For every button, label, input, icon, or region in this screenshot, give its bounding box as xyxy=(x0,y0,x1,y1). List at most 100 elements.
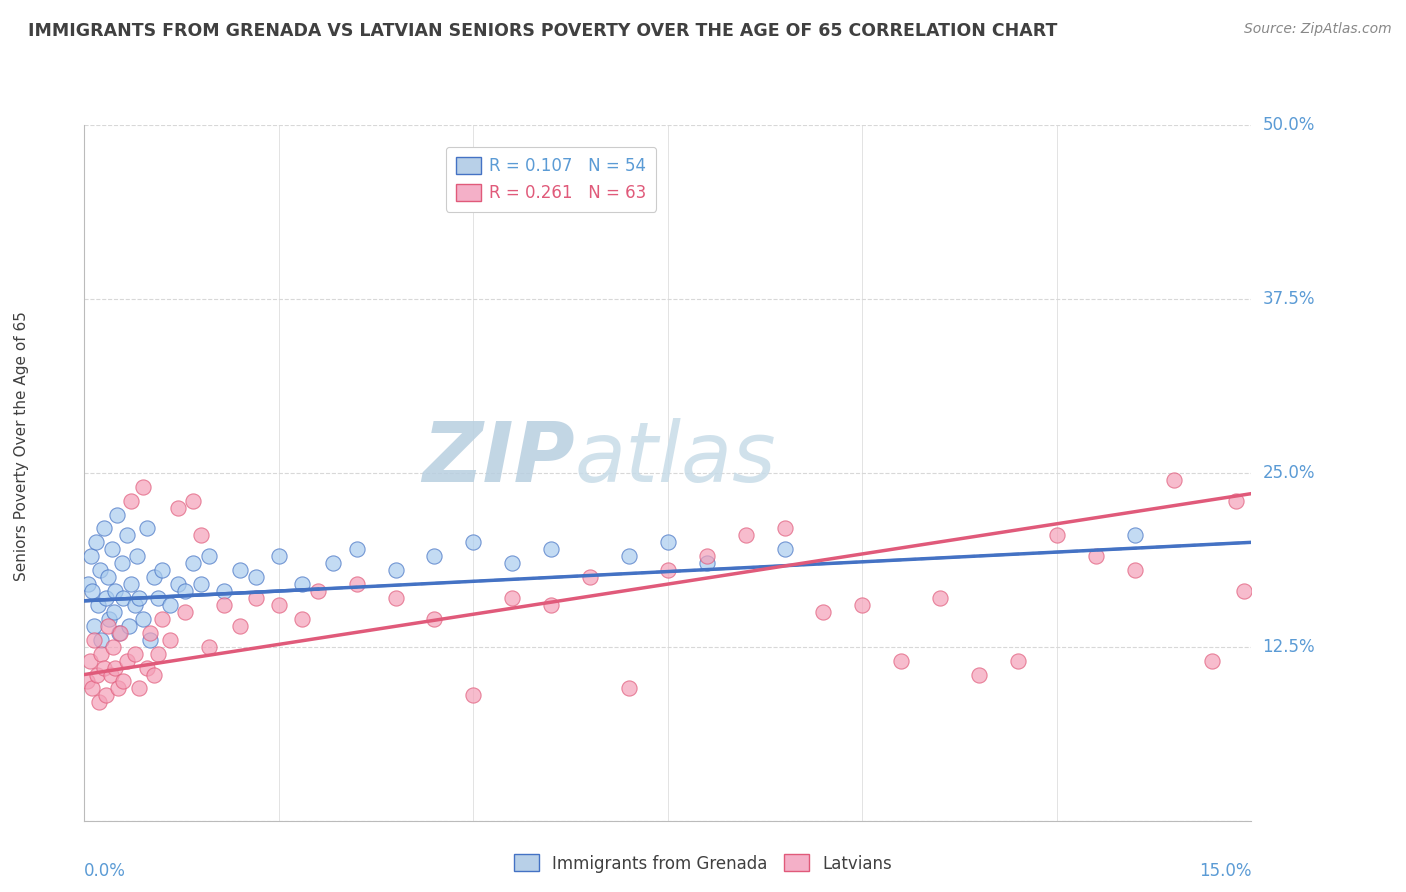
Point xyxy=(148,591,170,605)
Point xyxy=(229,619,252,633)
Point xyxy=(190,528,212,542)
Point xyxy=(98,612,121,626)
Point xyxy=(89,563,111,577)
Point xyxy=(120,493,142,508)
Point xyxy=(617,549,640,564)
Text: atlas: atlas xyxy=(575,418,776,500)
Point xyxy=(139,625,162,640)
Point xyxy=(773,542,796,557)
Point xyxy=(83,632,105,647)
Text: 50.0%: 50.0% xyxy=(1263,116,1315,134)
Point xyxy=(90,647,112,661)
Point xyxy=(346,542,368,557)
Point xyxy=(1123,563,1146,577)
Point xyxy=(83,619,105,633)
Point xyxy=(166,500,188,515)
Point xyxy=(322,556,344,570)
Point xyxy=(76,674,98,689)
Text: IMMIGRANTS FROM GRENADA VS LATVIAN SENIORS POVERTY OVER THE AGE OF 65 CORRELATIO: IMMIGRANTS FROM GRENADA VS LATVIAN SENIO… xyxy=(28,22,1057,40)
Point xyxy=(82,681,104,696)
Point xyxy=(1007,654,1029,668)
Point xyxy=(1163,473,1185,487)
Point xyxy=(97,619,120,633)
Point xyxy=(214,598,236,612)
Legend: R = 0.107   N = 54, R = 0.261   N = 63: R = 0.107 N = 54, R = 0.261 N = 63 xyxy=(446,147,657,211)
Point xyxy=(190,577,212,591)
Point xyxy=(115,528,138,542)
Point xyxy=(540,598,562,612)
Point xyxy=(93,660,115,674)
Point xyxy=(734,528,756,542)
Text: Source: ZipAtlas.com: Source: ZipAtlas.com xyxy=(1244,22,1392,37)
Point xyxy=(696,556,718,570)
Point xyxy=(174,605,197,619)
Point xyxy=(229,563,252,577)
Point xyxy=(501,591,523,605)
Point xyxy=(124,598,146,612)
Point xyxy=(150,563,173,577)
Point xyxy=(139,632,162,647)
Point xyxy=(181,493,204,508)
Point xyxy=(267,549,290,564)
Point xyxy=(423,549,446,564)
Text: 37.5%: 37.5% xyxy=(1263,290,1315,308)
Point xyxy=(148,647,170,661)
Point xyxy=(104,584,127,599)
Point xyxy=(579,570,602,584)
Point xyxy=(174,584,197,599)
Point xyxy=(120,577,142,591)
Point xyxy=(1046,528,1069,542)
Point xyxy=(132,612,155,626)
Point xyxy=(101,640,124,654)
Point xyxy=(657,535,679,549)
Point xyxy=(93,521,115,535)
Point xyxy=(118,619,141,633)
Point xyxy=(181,556,204,570)
Point xyxy=(97,570,120,584)
Point xyxy=(84,535,107,549)
Point xyxy=(135,660,157,674)
Text: 25.0%: 25.0% xyxy=(1263,464,1315,482)
Point xyxy=(1232,584,1254,599)
Point xyxy=(245,591,267,605)
Point xyxy=(127,549,149,564)
Point xyxy=(198,640,221,654)
Text: 12.5%: 12.5% xyxy=(1263,638,1315,656)
Point xyxy=(124,647,146,661)
Point xyxy=(267,598,290,612)
Point xyxy=(245,570,267,584)
Point xyxy=(851,598,873,612)
Point xyxy=(115,654,138,668)
Point xyxy=(135,521,157,535)
Point xyxy=(128,681,150,696)
Point xyxy=(384,563,406,577)
Point xyxy=(773,521,796,535)
Point xyxy=(159,632,181,647)
Point xyxy=(617,681,640,696)
Text: 15.0%: 15.0% xyxy=(1199,863,1251,880)
Point xyxy=(291,577,314,591)
Point xyxy=(159,598,181,612)
Point xyxy=(105,508,128,522)
Point xyxy=(540,542,562,557)
Point xyxy=(423,612,446,626)
Point xyxy=(79,549,101,564)
Point xyxy=(307,584,329,599)
Point xyxy=(107,681,129,696)
Point xyxy=(100,667,122,681)
Point xyxy=(100,542,122,557)
Point xyxy=(112,591,135,605)
Point xyxy=(89,695,111,709)
Point xyxy=(214,584,236,599)
Point xyxy=(696,549,718,564)
Point xyxy=(1123,528,1146,542)
Point xyxy=(103,605,125,619)
Point xyxy=(150,612,173,626)
Point xyxy=(929,591,952,605)
Point xyxy=(463,535,485,549)
Text: Seniors Poverty Over the Age of 65: Seniors Poverty Over the Age of 65 xyxy=(14,311,28,581)
Point xyxy=(112,674,135,689)
Point xyxy=(463,689,485,703)
Point xyxy=(657,563,679,577)
Point xyxy=(132,480,155,494)
